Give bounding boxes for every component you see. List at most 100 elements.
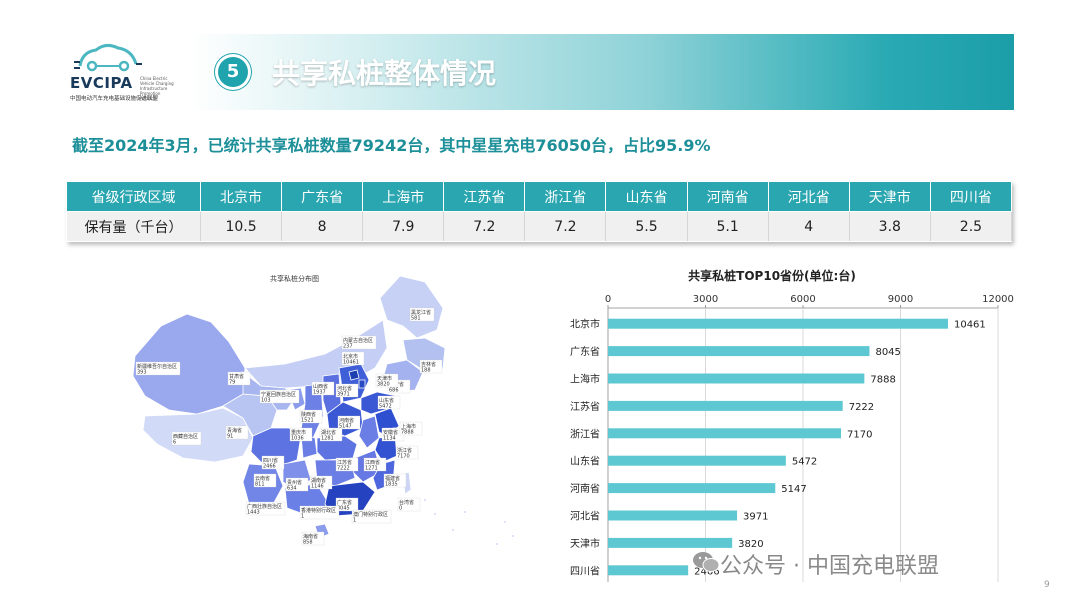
- chart-data-label: 7888: [870, 375, 895, 386]
- map-label-name: 宁夏回族自治区: [261, 391, 296, 398]
- map-label-value: 8045: [337, 506, 350, 512]
- chart-data-label: 3971: [743, 512, 768, 523]
- page-title: 共享私桩整体情况: [272, 57, 497, 90]
- map-label-box: [225, 425, 249, 440]
- map-label-name: 黑龙江省: [411, 309, 431, 316]
- map-label-value: 79: [229, 380, 235, 386]
- map-label-value: 1281: [321, 436, 334, 442]
- map-label-value: 1134: [383, 436, 396, 442]
- table-cell: 7.2: [443, 211, 526, 242]
- map-label-value: 393: [137, 370, 147, 376]
- table-cell: 2.5: [929, 211, 1013, 242]
- chart-category-label: 河南省: [570, 482, 600, 495]
- map-label-value: 1: [301, 514, 304, 520]
- table-cell: 8: [281, 211, 364, 242]
- map-label-box: [259, 389, 300, 404]
- table-header-cell: 天津市: [848, 181, 931, 212]
- logo-cn-name: 中国电动汽车充电基础设施促进联盟: [70, 96, 159, 102]
- map-label-box: [253, 473, 277, 488]
- map-label-box: [311, 381, 335, 396]
- map-label-box: [171, 431, 202, 446]
- map-label-box: [377, 395, 401, 410]
- chart-bar: [608, 346, 870, 357]
- map-regions: [132, 275, 515, 546]
- chart-bar: [608, 455, 786, 466]
- map-label-box: [135, 361, 181, 376]
- map-label-value: 103: [261, 398, 271, 404]
- table-header-cell: 江苏省: [443, 181, 526, 212]
- chart-bar: [608, 483, 776, 494]
- chart-category-label: 山东省: [570, 455, 600, 468]
- map-label-box: [299, 505, 340, 520]
- map-label-value: 2466: [263, 464, 276, 470]
- map-label-name: 广东省: [337, 499, 352, 506]
- map-label-name: 西藏自治区: [173, 433, 198, 440]
- table-header-cell: 上海市: [362, 181, 445, 212]
- map-label-name: 北京市: [343, 353, 358, 360]
- map-label-value: 1271: [365, 466, 378, 472]
- chart-data-label: 3820: [738, 539, 763, 550]
- map-label-value: 3971: [337, 392, 350, 398]
- map-label-name: 山西省: [313, 383, 328, 390]
- table-header-cell: 河北省: [767, 181, 850, 212]
- chart-bar: [608, 537, 733, 548]
- province-table: 省级行政区域 北京市 广东省 上海市 江苏省 浙江省 山东省 河南省 河北省 天…: [66, 181, 1013, 242]
- map-label-value: 10461: [343, 360, 359, 366]
- section-number-badge: 5: [218, 57, 248, 87]
- map-label-box: [261, 455, 285, 470]
- map-label-box: [319, 427, 343, 442]
- map-label-name: 安徽省: [383, 429, 398, 436]
- map-label-name: 内蒙古自治区: [343, 337, 373, 344]
- table-header-cell: 河南省: [686, 181, 769, 212]
- map-label-value: 0: [399, 506, 402, 512]
- table-cell: 3.8: [848, 211, 931, 242]
- chart-x-tick-label: 6000: [790, 294, 815, 305]
- map-label-box: [335, 457, 359, 472]
- chart-x-tick-label: 3000: [693, 294, 718, 305]
- table-cell: 5.5: [605, 211, 688, 242]
- map-label-value: 7222: [337, 466, 350, 472]
- map-label-value: 91: [227, 434, 233, 440]
- chart-bar: [608, 565, 689, 576]
- map-label-name: 河北省: [337, 385, 352, 392]
- map-label-value: 5472: [379, 404, 392, 410]
- map-label-box: [409, 307, 435, 322]
- map-label-value: 1937: [313, 390, 326, 396]
- table-cell: 10.5: [199, 211, 283, 242]
- map-label-value: 5147: [339, 424, 352, 430]
- chart-category-label: 浙江省: [570, 427, 600, 440]
- china-distribution-map: 黑龙江省581吉林省188辽宁省686内蒙古自治区237新疆维吾尔自治区393甘…: [132, 275, 515, 546]
- map-label-value: 686: [389, 388, 399, 394]
- chart-data-label: 5472: [792, 457, 817, 468]
- map-label-box: [375, 373, 399, 388]
- map-label-value: 1443: [247, 510, 260, 516]
- map-label-name: 天津市: [377, 375, 392, 382]
- evcipa-logo: EVCIPA China Electric Vehicle Charging I…: [68, 40, 178, 104]
- map-label-name: 湖南省: [311, 477, 326, 484]
- table-row: 保有量（千台） 10.5 8 7.9 7.2 7.2 5.5 5.1 4 3.8…: [66, 211, 1013, 242]
- chart-category-label: 北京市: [570, 318, 600, 331]
- map-label-name: 河南省: [339, 417, 354, 424]
- map-label-box: [341, 351, 365, 366]
- chart-data-label: 5147: [781, 484, 806, 495]
- map-label-box: [351, 509, 392, 524]
- map-label-value: 1: [353, 518, 356, 524]
- map-label-value: 6: [173, 440, 176, 446]
- map-region: [358, 415, 380, 449]
- wechat-icon: [693, 552, 720, 572]
- table-header-cell: 北京市: [199, 181, 283, 212]
- chart-data-label: 8045: [875, 347, 900, 358]
- chart-bar: [608, 318, 948, 329]
- map-label-name: 台湾省: [399, 499, 414, 506]
- map-label-name: 青海省: [227, 427, 242, 434]
- chart-bars: [608, 318, 948, 576]
- map-label-value: 3820: [377, 382, 390, 388]
- chart-title: 共享私桩TOP10省份(单位:台): [688, 268, 856, 283]
- map-region: [358, 379, 366, 389]
- logo-side-text: China Electric Vehicle Charging Infrastr…: [140, 76, 174, 101]
- map-label-value: 7888: [401, 430, 414, 436]
- map-label-name: 海南省: [303, 533, 318, 540]
- chart-data-labels: 10461 8045 7888 7222 7170 5472 5147 3971 3820 246…: [694, 320, 986, 578]
- map-label-name: 浙江省: [397, 447, 412, 454]
- map-label-box: [335, 497, 359, 512]
